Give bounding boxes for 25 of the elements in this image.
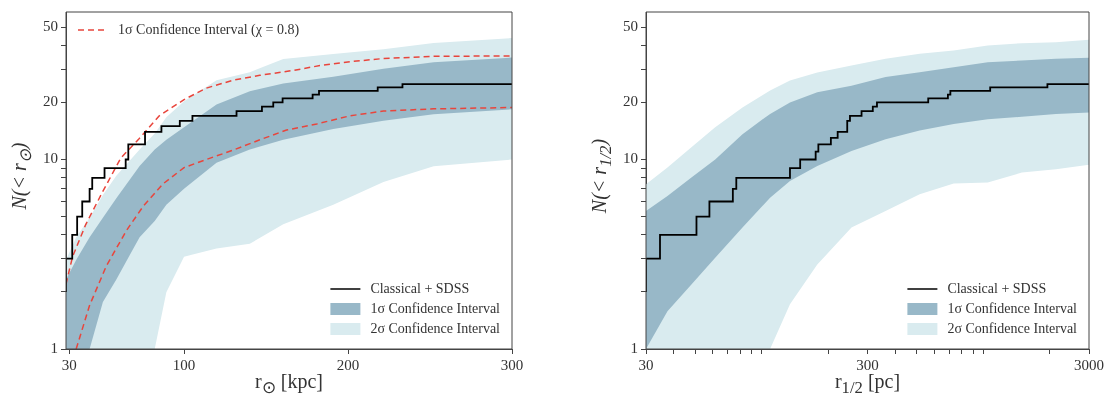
line-series <box>75 106 512 349</box>
x-tick-label: 30 <box>61 356 77 373</box>
x-axis-title: r$_{⊙}$ [kpc] <box>255 370 323 397</box>
x-tick-label: 200 <box>336 356 360 373</box>
x-tick-label: 3000 <box>1074 356 1104 373</box>
legend-label: 2σ Confidence Interval <box>947 320 1078 336</box>
legend-label: Classical + SDSS <box>370 280 470 296</box>
x-tick-label: 300 <box>500 356 524 373</box>
y-tick-label: 10 <box>623 150 638 167</box>
x-tick-label: 30 <box>638 356 654 373</box>
y-tick-label: 20 <box>623 93 638 110</box>
legend-label: 1σ Confidence Interval <box>370 300 501 316</box>
y-tick-label: 1 <box>50 339 58 356</box>
y-tick-label: 1 <box>630 339 638 356</box>
y-tick-label: 10 <box>43 150 58 167</box>
legend-label: Classical + SDSS <box>947 280 1047 296</box>
x-tick-label: 100 <box>172 356 196 373</box>
legend-label: 1σ Confidence Interval <box>947 300 1078 316</box>
y-tick-label: 20 <box>43 93 58 110</box>
x-axis-title: r$_{1/2}$ [pc] <box>834 370 901 397</box>
x-tick-label: 300 <box>856 356 879 373</box>
y-tick-label: 50 <box>43 17 58 34</box>
legend-label: 1σ Confidence Interval (χ = 0.8) <box>118 21 300 38</box>
legend-label: 2σ Confidence Interval <box>370 320 501 336</box>
y-tick-label: 50 <box>623 17 638 34</box>
